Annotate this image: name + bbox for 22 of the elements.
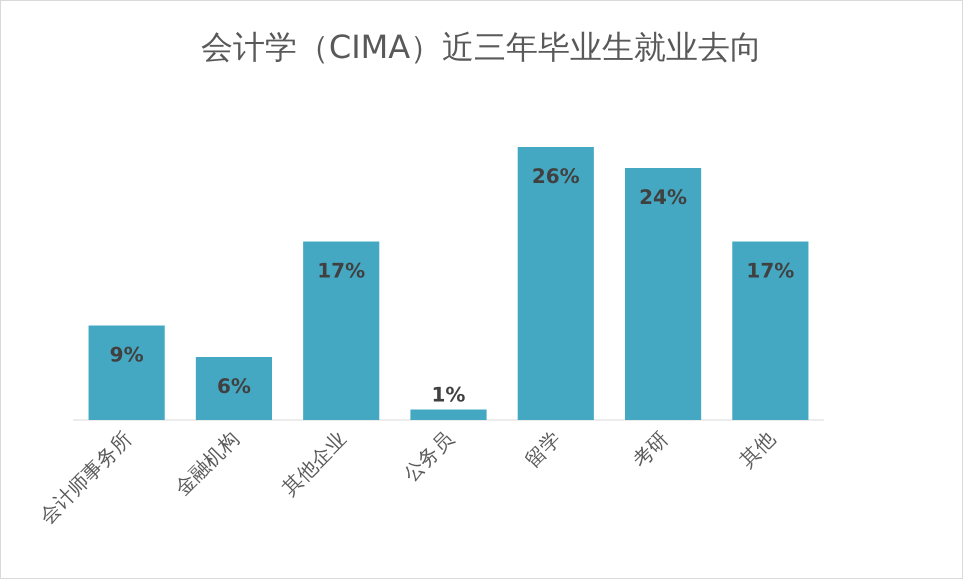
bar	[410, 410, 487, 420]
bar	[624, 168, 702, 420]
chart-title: 会计学（CIMA）近三年毕业生就业去向	[200, 28, 762, 66]
x-tick-label: 考研	[627, 426, 673, 472]
data-label: 17%	[317, 258, 366, 282]
x-tick-label: 金融机构	[170, 426, 244, 500]
data-label: 17%	[746, 258, 794, 282]
data-label: 1%	[432, 382, 466, 406]
x-tick-label: 会计师事务所	[34, 426, 136, 528]
data-label: 24%	[639, 185, 688, 209]
bar	[732, 242, 808, 420]
data-label: 6%	[216, 374, 251, 398]
bar	[518, 147, 594, 420]
bar	[88, 326, 165, 420]
data-label: 9%	[110, 342, 144, 366]
bar	[196, 357, 272, 420]
bar	[303, 242, 380, 420]
x-tick-label: 留学	[520, 426, 566, 472]
data-label: 26%	[532, 164, 580, 188]
x-tick-label: 其他	[734, 426, 780, 472]
x-tick-label: 其他企业	[277, 426, 351, 500]
x-tick-label: 公务员	[398, 426, 458, 486]
